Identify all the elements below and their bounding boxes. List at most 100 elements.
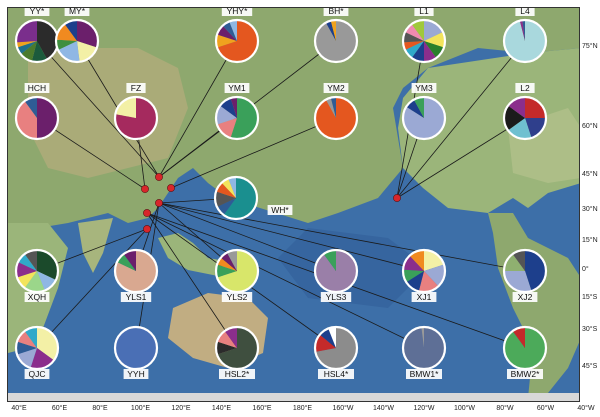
site-label-box [323,83,349,93]
longitude-label: 140°W [372,405,395,412]
pie-slice [24,250,37,271]
pie-slice [17,271,37,288]
latitude-label: 60°N [582,123,598,130]
pie-yhy-star [214,18,260,64]
pie-fz [113,95,159,141]
pie-slice [223,177,257,219]
longitude-label: 120°W [413,405,435,412]
pie-rim [213,175,259,221]
pie-slice [24,97,37,118]
pie-slice [216,34,237,48]
pie-slice [330,20,336,41]
site-label-box [318,369,354,379]
pie-slice [55,39,77,50]
site-label: WH* [271,205,289,215]
connector-line [396,40,526,199]
pie-rim [313,18,359,64]
pie-wh-star [213,175,259,221]
site-label: QJC [29,369,46,379]
pie-slice [216,198,236,215]
connector-line [158,202,337,272]
pie-slice [15,101,37,139]
pie-slice [402,32,424,43]
site-label-box [411,292,437,302]
pie-bh-star [313,18,359,64]
site-labels: YY* MY* YHY* BH* L1 L4 HCH FZ YM1 YM2 YM3 L2 WH* XQH Y… [24,8,543,379]
pie-slice [319,328,336,348]
site-label-box [24,8,50,16]
pie-slice [37,97,58,139]
pie-xj2 [502,248,548,294]
site-label-box [24,292,50,302]
site-label: YY* [30,8,45,16]
connector-line [146,212,425,349]
pie-slice [220,98,237,118]
site-label: BMW1* [410,369,440,379]
pie-slice [421,327,424,348]
pie-yls1 [113,248,159,294]
pie-slice [325,20,336,41]
connector-line [396,117,526,199]
pie-slice [418,271,439,292]
site-label: YM2 [327,83,345,93]
site-label: YM3 [415,83,433,93]
pie-slice [77,41,97,62]
pie-slice [217,257,237,271]
site-label-box [515,83,535,93]
pie-slice [411,41,424,62]
pie-slice [404,24,424,41]
pie-slice [409,250,424,271]
pie-rim [401,18,447,64]
site-label-box [221,8,253,16]
pie-slice [413,97,424,118]
pie-slice [424,41,444,58]
pie-bmw1-star [401,325,447,371]
connector-line [158,202,425,272]
latitude-label: 30°N [582,206,598,213]
pie-rim [502,95,548,141]
longitude-label: 80°E [92,405,108,412]
pie-slice [216,105,237,125]
pie-slice [230,97,258,139]
longitude-label: 160°W [332,405,354,412]
pie-l1 [401,18,447,64]
pie-slice [20,41,37,62]
pie-slice [503,271,532,293]
longitude-label: 180°E [292,405,313,412]
pie-slice [216,341,237,355]
pie-rim [214,18,260,64]
pie-slice [16,41,37,48]
pie-slice [228,177,236,198]
pie-rim [113,95,159,141]
pie-slice [16,262,37,278]
longitude-label: 140°E [211,405,232,412]
pie-slice [217,118,237,138]
pie-ym2 [313,95,359,141]
latitude-label: 45°N [582,171,598,178]
pie-slice [525,97,546,118]
pie-slice [220,252,237,271]
pie-slice [115,97,136,118]
land-antarctica [8,393,579,401]
site-label-box [507,369,543,379]
site-label-box [64,8,90,16]
pie-bmw2-star [502,325,548,371]
pie-slice [424,41,437,62]
latitude-label: 0° [582,266,589,273]
pie-slice [512,250,525,271]
connector-line [170,117,337,189]
pie-slice [525,250,547,291]
pie-slice [123,250,136,271]
site-label: FZ [131,83,141,93]
pie-hsl2-star [214,325,260,371]
pie-slice [226,250,237,271]
pie-xj1 [401,248,447,294]
longitude-label: 80°W [496,405,514,412]
connector-line [36,228,148,349]
pie-slice [403,41,424,50]
site-label: YYH [127,369,144,379]
pie-rim [214,95,260,141]
site-markers [141,173,401,233]
pie-slice [229,20,237,41]
site-label-box [24,83,50,93]
